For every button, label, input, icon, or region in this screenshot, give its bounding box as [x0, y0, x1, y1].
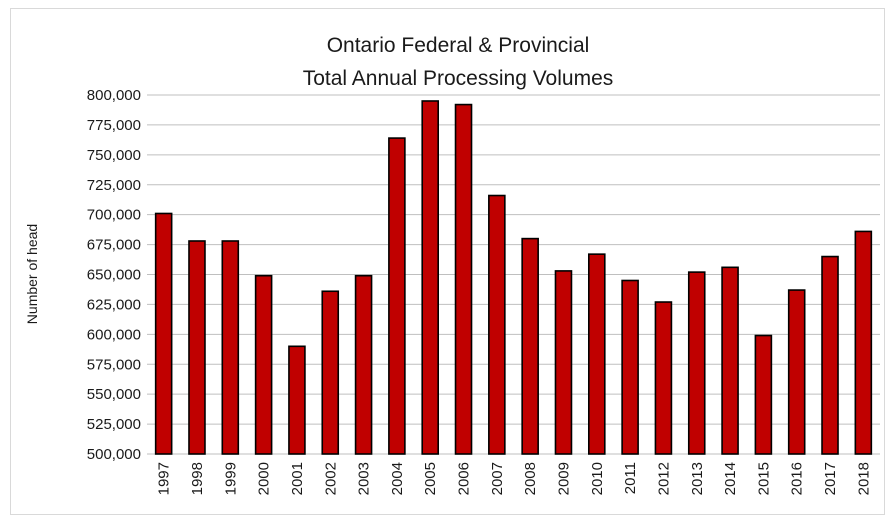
bar-2002 — [321, 290, 340, 455]
chart-title-line-2: Total Annual Processing Volumes — [303, 67, 614, 90]
bar-1999 — [221, 240, 240, 455]
bar-2008 — [521, 237, 539, 455]
bar-2005 — [421, 100, 440, 455]
y-tick-label: 725,000 — [87, 177, 141, 194]
x-tick-label: 2013 — [689, 462, 706, 495]
bar-2004 — [388, 137, 406, 455]
x-tick-label: 2004 — [389, 462, 406, 495]
y-tick-label: 700,000 — [87, 207, 141, 224]
x-tick-label: 2011 — [622, 462, 639, 494]
x-tick-label: 2016 — [789, 462, 806, 495]
bar-1998 — [188, 240, 206, 455]
bar-2012 — [654, 301, 673, 455]
y-tick-label: 750,000 — [87, 147, 141, 164]
y-tick-label: 500,000 — [87, 446, 141, 463]
bar-2014 — [721, 266, 739, 455]
bar-2018 — [854, 230, 873, 455]
x-tick-label: 2006 — [456, 462, 473, 495]
bar-2000 — [254, 274, 273, 455]
x-tick-label: 2015 — [755, 462, 772, 495]
y-tick-label: 775,000 — [87, 117, 141, 134]
bar-2011 — [621, 279, 639, 455]
x-tick-label: 2017 — [822, 462, 839, 495]
x-tick-label: 2007 — [489, 462, 506, 495]
y-tick-label: 800,000 — [87, 87, 141, 104]
bar-2017 — [821, 255, 839, 455]
x-tick-label: 2003 — [356, 462, 373, 495]
x-tick-label: 2014 — [722, 462, 739, 495]
y-tick-labels: 500,000 525,000 550,000 575,000 600,000 625,0… — [87, 87, 141, 463]
bar-2001 — [288, 345, 306, 455]
y-tick-label: 525,000 — [87, 416, 141, 433]
x-tick-label: 2005 — [422, 462, 439, 495]
x-tick-label: 2000 — [256, 462, 273, 495]
y-tick-label: 575,000 — [87, 356, 141, 373]
bar-2007 — [488, 194, 506, 455]
y-tick-label: 550,000 — [87, 386, 141, 403]
y-tick-label: 625,000 — [87, 296, 141, 313]
x-tick-labels: 1997 1998 1999 2000 2001 2002 2003 2004 2005 2006… — [156, 462, 873, 495]
bar-2003 — [354, 274, 373, 455]
x-tick-label: 2002 — [322, 462, 339, 495]
bar-2015 — [754, 334, 773, 455]
bar-1997 — [154, 212, 173, 455]
bars — [154, 100, 873, 455]
bar-2010 — [587, 253, 606, 455]
chart-title-line-1: Ontario Federal & Provincial — [327, 34, 590, 57]
x-tick-label: 2018 — [855, 462, 872, 495]
y-tick-label: 650,000 — [87, 267, 141, 284]
x-tick-label: 2001 — [289, 462, 306, 495]
y-axis-label: Number of head — [24, 224, 40, 324]
bar-2006 — [454, 103, 473, 455]
bar-2009 — [554, 270, 573, 455]
x-tick-label: 2009 — [555, 462, 572, 495]
y-tick-label: 675,000 — [87, 237, 141, 254]
y-tick-label: 600,000 — [87, 326, 141, 343]
x-tick-label: 2010 — [589, 462, 606, 495]
x-tick-label: 2012 — [655, 462, 672, 495]
x-tick-label: 1997 — [156, 462, 173, 495]
x-tick-label: 2008 — [522, 462, 539, 495]
bar-2013 — [687, 271, 706, 455]
x-tick-label: 1999 — [222, 462, 239, 495]
bar-2016 — [787, 289, 806, 455]
x-tick-label: 1998 — [189, 462, 206, 495]
